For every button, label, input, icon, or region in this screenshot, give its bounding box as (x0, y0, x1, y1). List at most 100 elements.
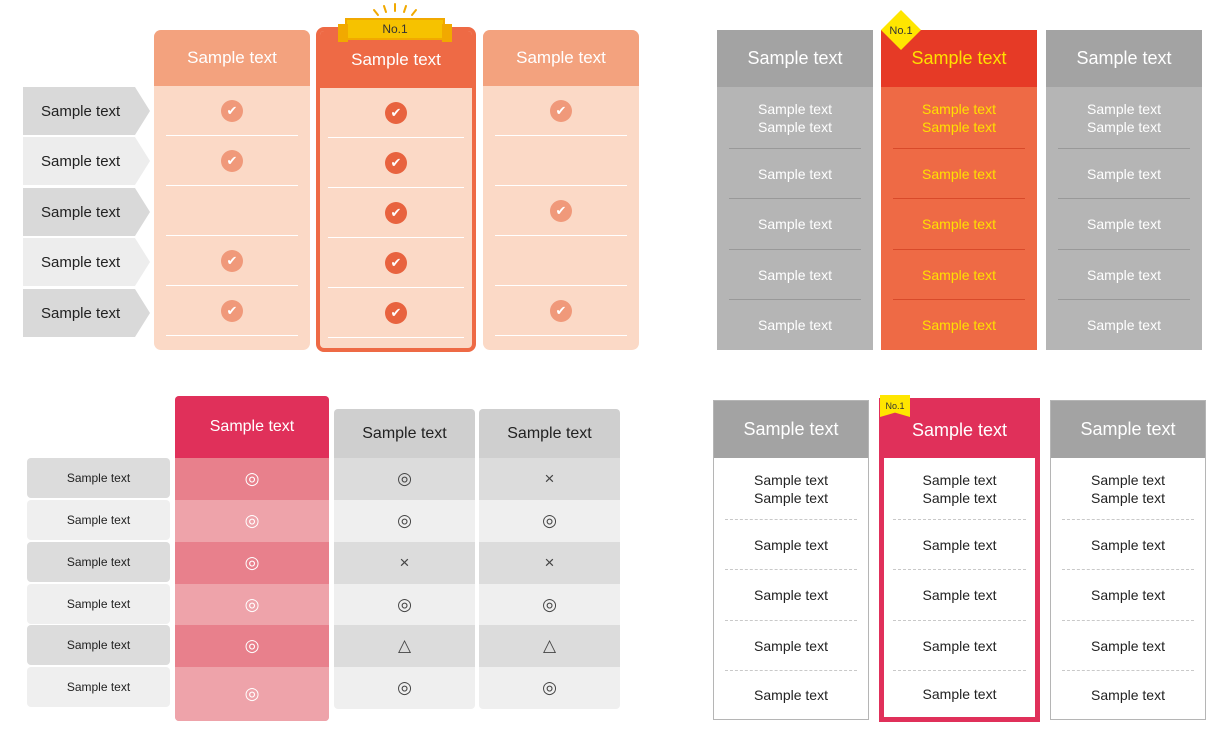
cell-text: Sample text (754, 489, 828, 506)
column-header: Sample text (717, 30, 873, 87)
row-label: Sample text (27, 542, 170, 582)
cell-text: Sample text (922, 587, 997, 603)
cell-text: Sample text (922, 489, 997, 506)
table-column-highlighted: Sample text ✔ ✔ ✔ ✔ ✔ (316, 27, 476, 352)
table-column: Sample text ◎ ◎ × ◎ △ ◎ (334, 409, 475, 709)
cell-text: Sample text (922, 536, 997, 553)
column-header: Sample text (334, 409, 475, 458)
table-column-highlighted: Sample text Sample text Sample text Samp… (881, 30, 1037, 350)
cell-mark: ◎ (175, 542, 329, 584)
row-label: Sample text (27, 667, 170, 707)
cell-text: Sample text (754, 536, 828, 553)
row-label: Sample text (27, 625, 170, 665)
cell-text: Sample text (758, 216, 832, 232)
row-label: Sample text (23, 188, 150, 236)
check-icon: ✔ (385, 151, 407, 174)
cell-text: Sample text (922, 471, 997, 488)
cell-text: Sample text (1087, 165, 1161, 182)
cell-text: Sample text (754, 637, 828, 654)
cell-mark: ◎ (175, 500, 329, 542)
rank-badge-diamond: No.1 (881, 10, 921, 50)
column-header: Sample text (479, 409, 620, 458)
cell-text: Sample text (758, 100, 832, 117)
column-header: Sample text (1046, 30, 1202, 87)
cell-text: Sample text (922, 637, 997, 654)
cell-text: Sample text (922, 686, 997, 702)
cell-text: Sample text (1091, 536, 1165, 553)
column-header: Sample text (154, 30, 310, 86)
column-header: Sample text (483, 30, 639, 86)
cell-mark: ◎ (175, 625, 329, 667)
row-label: Sample text (27, 500, 170, 540)
table-column-highlighted: Sample text ◎ ◎ ◎ ◎ ◎ ◎ (175, 396, 329, 721)
check-icon: ✔ (385, 101, 407, 124)
rank-badge-label: No.1 (889, 25, 912, 37)
cell-text: Sample text (1087, 118, 1161, 135)
table-column: Sample text Sample text Sample text Samp… (713, 400, 869, 720)
check-icon: ✔ (221, 149, 243, 172)
cell-text: Sample text (922, 266, 996, 283)
cell-text: Sample text (758, 118, 832, 135)
check-icon: ✔ (221, 299, 243, 322)
row-label: Sample text (23, 238, 150, 286)
cell-text: Sample text (754, 687, 828, 703)
cell-text: Sample text (922, 165, 996, 182)
cell-text: Sample text (1087, 317, 1161, 333)
check-icon: ✔ (385, 201, 407, 224)
cell-text: Sample text (758, 165, 832, 182)
rank-badge-ribbon: No.1 (880, 395, 910, 417)
cell-text: Sample text (1087, 100, 1161, 117)
cell-text: Sample text (754, 471, 828, 488)
cell-text: Sample text (1091, 687, 1165, 703)
check-icon: ✔ (221, 99, 243, 122)
cell-text: Sample text (1091, 489, 1165, 506)
table-column: Sample text ✔ ✔ ✔ (483, 30, 639, 350)
cell-text: Sample text (922, 100, 996, 117)
cell-mark: × (334, 542, 475, 584)
cell-text: Sample text (922, 317, 996, 333)
cell-text: Sample text (754, 587, 828, 603)
check-icon: ✔ (550, 199, 572, 222)
row-label: Sample text (23, 137, 150, 185)
column-header: Sample text (175, 396, 329, 458)
row-label: Sample text (23, 87, 150, 135)
cell-mark: ◎ (334, 584, 475, 626)
check-icon: ✔ (550, 299, 572, 322)
table-column: Sample text Sample text Sample text Samp… (1050, 400, 1206, 720)
check-icon: ✔ (385, 301, 407, 324)
cell-text: Sample text (1087, 216, 1161, 232)
cell-mark: ◎ (479, 667, 620, 709)
cell-text: Sample text (1091, 637, 1165, 654)
cell-mark: ◎ (175, 667, 329, 721)
cell-mark: ◎ (175, 458, 329, 500)
row-label: Sample text (27, 458, 170, 498)
cell-mark: ◎ (479, 500, 620, 542)
rank-badge: No.1 (338, 18, 452, 42)
column-header: Sample text (714, 401, 868, 458)
table-column: Sample text Sample text Sample text Samp… (1046, 30, 1202, 350)
sparkle-rays-icon (373, 3, 417, 16)
cell-mark: × (479, 458, 620, 500)
check-icon: ✔ (385, 251, 407, 274)
cell-text: Sample text (1091, 471, 1165, 488)
cell-mark: ◎ (334, 458, 475, 500)
cell-text: Sample text (758, 266, 832, 283)
cell-mark: △ (479, 625, 620, 667)
check-icon: ✔ (550, 99, 572, 122)
cell-mark: ◎ (175, 584, 329, 626)
check-icon: ✔ (221, 249, 243, 272)
table-column: Sample text × ◎ × ◎ △ ◎ (479, 409, 620, 709)
table-column-highlighted: Sample text Sample text Sample text Samp… (879, 398, 1040, 722)
cell-mark: ◎ (334, 500, 475, 542)
cell-text: Sample text (758, 317, 832, 333)
table-column: Sample text Sample text Sample text Samp… (717, 30, 873, 350)
cell-text: Sample text (1091, 587, 1165, 603)
row-label: Sample text (27, 584, 170, 624)
table-column: Sample text ✔ ✔ ✔ ✔ (154, 30, 310, 350)
cell-text: Sample text (922, 118, 996, 135)
column-header: Sample text (1051, 401, 1205, 458)
cell-mark: × (479, 542, 620, 584)
row-label: Sample text (23, 289, 150, 337)
cell-mark: ◎ (479, 584, 620, 626)
cell-mark: △ (334, 625, 475, 667)
